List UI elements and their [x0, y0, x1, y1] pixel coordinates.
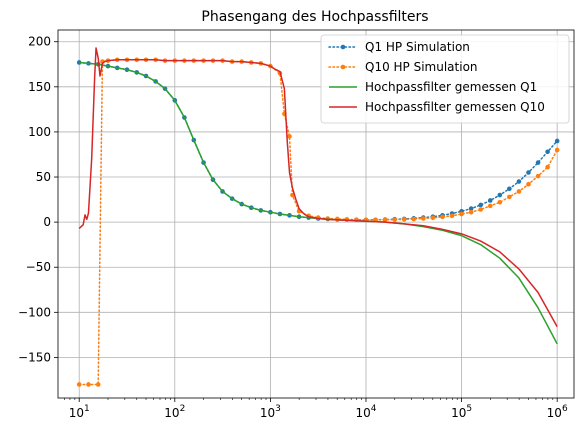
series-line — [78, 47, 558, 328]
legend-label: Hochpassfilter gemessen Q10 — [365, 100, 545, 114]
legend-item: Q10 HP Simulation — [328, 60, 478, 74]
x-tick-label: 106 — [547, 404, 568, 420]
x-tick-label: 104 — [355, 404, 376, 420]
data-point — [507, 194, 512, 200]
legend-label: Q1 HP Simulation — [365, 40, 470, 54]
y-tick-label: 0 — [43, 215, 51, 229]
data-point — [392, 217, 397, 222]
series-4 — [78, 47, 558, 328]
legend-item: Hochpassfilter gemessen Q10 — [329, 100, 545, 114]
x-tick-label: 103 — [260, 404, 281, 420]
data-point — [526, 170, 531, 175]
y-tick-label: 100 — [28, 125, 51, 139]
chart-title: Phasengang des Hochpassfilters — [201, 9, 428, 25]
legend-marker — [340, 64, 346, 70]
data-point — [86, 382, 91, 387]
data-point — [487, 203, 493, 209]
y-tick-label: −100 — [18, 305, 51, 319]
series-line — [79, 61, 558, 345]
data-point — [440, 214, 445, 220]
data-point — [76, 382, 82, 387]
x-tick-label: 101 — [69, 404, 90, 420]
y-axis: 200 150 100 50 0 −50 −100 −150 — [18, 35, 58, 364]
data-point — [516, 179, 522, 184]
y-tick-label: 150 — [28, 80, 51, 94]
data-point — [497, 199, 503, 205]
data-point — [507, 186, 512, 192]
data-point — [468, 206, 474, 211]
data-point — [545, 164, 550, 170]
data-point — [554, 147, 560, 153]
legend-item: Q1 HP Simulation — [328, 40, 470, 54]
data-point — [497, 192, 503, 198]
legend-label: Q10 HP Simulation — [365, 60, 478, 74]
data-point — [430, 215, 436, 221]
data-point — [95, 382, 101, 387]
y-tick-label: −50 — [26, 260, 51, 274]
data-point — [449, 213, 455, 219]
legend-box — [320, 34, 570, 124]
data-point — [487, 198, 493, 203]
legend-item: Hochpassfilter gemessen Q1 — [329, 80, 537, 94]
data-point — [401, 217, 407, 222]
data-point — [459, 211, 464, 217]
y-tick-label: 50 — [36, 170, 51, 184]
data-point — [535, 173, 541, 179]
data-point — [535, 160, 541, 165]
legend-label: Hochpassfilter gemessen Q1 — [365, 80, 537, 94]
data-point — [287, 134, 292, 139]
x-tick-label: 102 — [164, 404, 185, 420]
y-tick-label: 200 — [28, 35, 51, 49]
data-point — [421, 216, 426, 221]
series-layer — [76, 47, 560, 387]
data-point — [478, 202, 483, 208]
series-3 — [79, 61, 558, 345]
data-point — [545, 149, 550, 155]
data-point — [478, 207, 483, 212]
x-tick-label: 105 — [451, 404, 472, 420]
legend-marker — [340, 44, 346, 50]
data-point — [526, 181, 531, 187]
data-point — [382, 217, 388, 223]
data-point — [411, 216, 417, 222]
data-point — [76, 60, 82, 65]
data-point — [516, 189, 522, 194]
data-point — [468, 209, 474, 215]
x-axis: 101 102 103 104 105 106 — [64, 398, 568, 420]
legend: Q1 HP Simulation Q10 HP Simulation Hochpas… — [320, 34, 570, 124]
y-tick-label: −150 — [18, 350, 51, 364]
data-point — [554, 138, 560, 144]
